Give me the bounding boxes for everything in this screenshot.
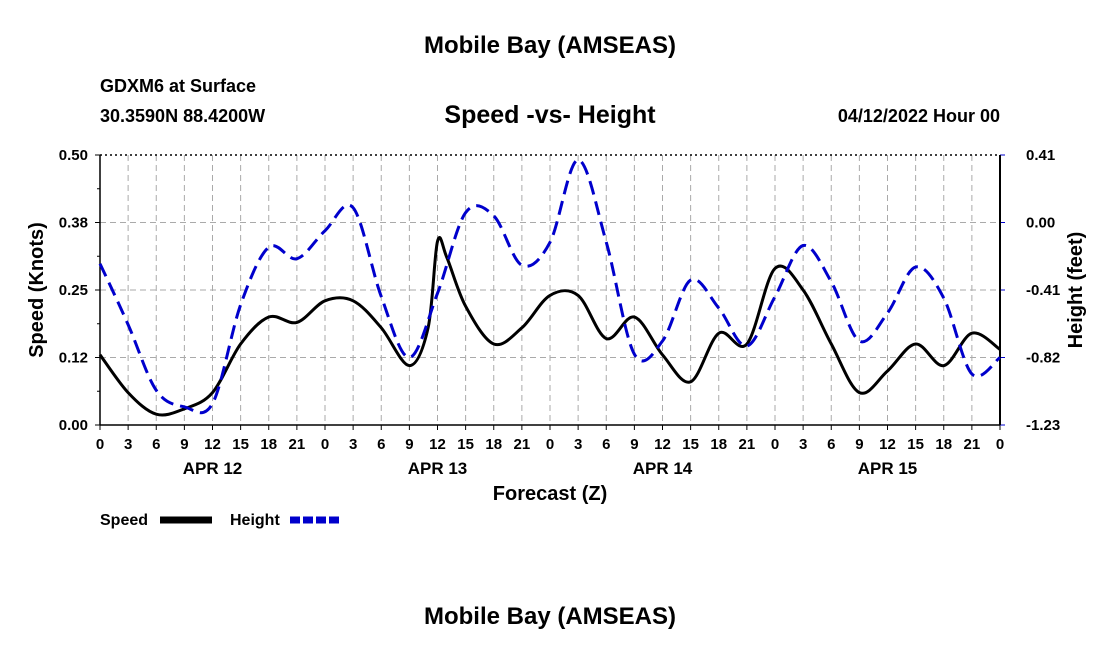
x-tick-label: 6 xyxy=(827,436,835,453)
y-right-tick-label: 0.41 xyxy=(1026,147,1055,164)
x-tick-label: 9 xyxy=(405,436,413,453)
y-right-tick-label: -0.41 xyxy=(1026,282,1060,299)
y-right-tick-label: 0.00 xyxy=(1026,215,1055,232)
x-tick-label: 3 xyxy=(349,436,357,453)
x-tick-label: 0 xyxy=(546,436,554,453)
x-tick-label: 3 xyxy=(799,436,807,453)
grid-layer xyxy=(100,155,1000,425)
x-tick-label: 9 xyxy=(855,436,863,453)
x-tick-label: 3 xyxy=(124,436,132,453)
x-tick-label: 15 xyxy=(232,436,249,453)
x-tick-label: 15 xyxy=(457,436,474,453)
x-tick-label: 9 xyxy=(180,436,188,453)
x-tick-label: 0 xyxy=(321,436,329,453)
x-tick-label: 21 xyxy=(514,436,531,453)
x-tick-label: 12 xyxy=(879,436,896,453)
speed-series-line xyxy=(98,235,1001,417)
date-label: APR 13 xyxy=(408,459,468,478)
series-layer xyxy=(98,158,1001,417)
date-label: APR 15 xyxy=(858,459,918,478)
station-name: GDXM6 at Surface xyxy=(100,76,257,96)
x-axis-label: Forecast (Z) xyxy=(493,483,607,505)
x-tick-label: 15 xyxy=(682,436,699,453)
x-tick-label: 21 xyxy=(739,436,756,453)
x-tick-label: 6 xyxy=(602,436,610,453)
x-tick-label: 12 xyxy=(204,436,221,453)
x-tick-label: 18 xyxy=(260,436,277,453)
axis-layer xyxy=(95,154,1005,430)
y-left-tick-label: 0.25 xyxy=(59,282,88,299)
x-tick-label: 0 xyxy=(96,436,104,453)
legend-height-label: Height xyxy=(230,512,280,529)
page-title: Mobile Bay (AMSEAS) xyxy=(423,32,677,59)
date-label: APR 14 xyxy=(633,459,693,478)
chart-subtitle: Speed -vs- Height xyxy=(444,101,656,129)
x-tick-label: 0 xyxy=(771,436,779,453)
x-tick-label: 21 xyxy=(289,436,306,453)
x-tick-label: 18 xyxy=(710,436,727,453)
legend: Speed Height xyxy=(100,512,342,529)
station-coordinates: 30.3590N 88.4200W xyxy=(100,106,266,126)
x-tick-label: 21 xyxy=(964,436,981,453)
y-left-tick-label: 0.12 xyxy=(59,350,88,367)
x-tick-label: 0 xyxy=(996,436,1004,453)
x-tick-label: 15 xyxy=(907,436,924,453)
y-right-tick-label: -1.23 xyxy=(1026,417,1060,434)
height-series-line xyxy=(98,158,1001,415)
x-tick-label: 6 xyxy=(152,436,160,453)
date-label: APR 12 xyxy=(183,459,243,478)
page-title-bottom: Mobile Bay (AMSEAS) xyxy=(423,603,677,630)
x-tick-label: 12 xyxy=(429,436,446,453)
x-tick-label: 18 xyxy=(935,436,952,453)
y-left-axis-label: Speed (Knots) xyxy=(26,222,48,358)
x-tick-label: 18 xyxy=(485,436,502,453)
y-left-tick-label: 0.38 xyxy=(59,215,88,232)
x-tick-label: 6 xyxy=(377,436,385,453)
y-right-tick-label: -0.82 xyxy=(1026,350,1060,367)
legend-speed-label: Speed xyxy=(100,512,148,529)
forecast-datetime: 04/12/2022 Hour 00 xyxy=(837,106,1000,126)
y-left-tick-label: 0.00 xyxy=(59,417,88,434)
y-right-axis-label: Height (feet) xyxy=(1065,232,1087,349)
x-tick-label: 3 xyxy=(574,436,582,453)
y-left-tick-label: 0.50 xyxy=(59,147,88,164)
x-tick-label: 9 xyxy=(630,436,638,453)
x-tick-label: 12 xyxy=(654,436,671,453)
label-layer: 0 3 6 9 12 15 18 21 0 3 6 9 12 15 18 21 0 3 6 9 12 15 18 21 0 3 6 9… xyxy=(59,147,1060,478)
